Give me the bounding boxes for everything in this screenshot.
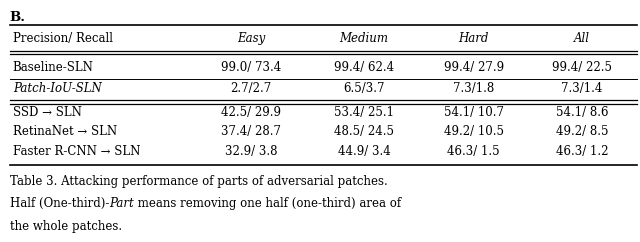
Text: 53.4/ 25.1: 53.4/ 25.1 <box>334 106 394 119</box>
Text: 7.3/1.8: 7.3/1.8 <box>453 82 494 95</box>
Text: 49.2/ 8.5: 49.2/ 8.5 <box>556 125 608 138</box>
Text: Precision/ Recall: Precision/ Recall <box>13 32 113 45</box>
Text: 7.3/1.4: 7.3/1.4 <box>561 82 603 95</box>
Text: B.: B. <box>10 11 26 24</box>
Text: Faster R-CNN → SLN: Faster R-CNN → SLN <box>13 145 140 158</box>
Text: 54.1/ 8.6: 54.1/ 8.6 <box>556 106 608 119</box>
Text: All: All <box>574 32 590 45</box>
Text: 99.4/ 22.5: 99.4/ 22.5 <box>552 61 612 74</box>
Text: Hard: Hard <box>458 32 489 45</box>
Text: 37.4/ 28.7: 37.4/ 28.7 <box>221 125 281 138</box>
Text: 49.2/ 10.5: 49.2/ 10.5 <box>444 125 504 138</box>
Text: 46.3/ 1.2: 46.3/ 1.2 <box>556 145 608 158</box>
Text: the whole patches.: the whole patches. <box>10 220 122 233</box>
Text: 32.9/ 3.8: 32.9/ 3.8 <box>225 145 277 158</box>
Text: 99.4/ 27.9: 99.4/ 27.9 <box>444 61 504 74</box>
Text: means removing one half (one-third) area of: means removing one half (one-third) area… <box>134 197 401 210</box>
Text: 48.5/ 24.5: 48.5/ 24.5 <box>334 125 394 138</box>
Text: 99.4/ 62.4: 99.4/ 62.4 <box>334 61 394 74</box>
Text: Half (One-third)-: Half (One-third)- <box>10 197 109 210</box>
Text: Medium: Medium <box>339 32 388 45</box>
Text: Table 3. Attacking performance of parts of adversarial patches.: Table 3. Attacking performance of parts … <box>10 175 387 188</box>
Text: Patch-IoU-SLN: Patch-IoU-SLN <box>13 82 102 95</box>
Text: Easy: Easy <box>237 32 265 45</box>
Text: 42.5/ 29.9: 42.5/ 29.9 <box>221 106 281 119</box>
Text: SSD → SLN: SSD → SLN <box>13 106 82 119</box>
Text: 44.9/ 3.4: 44.9/ 3.4 <box>337 145 390 158</box>
Text: 2.7/2.7: 2.7/2.7 <box>230 82 272 95</box>
Text: 6.5/3.7: 6.5/3.7 <box>343 82 385 95</box>
Text: 46.3/ 1.5: 46.3/ 1.5 <box>447 145 500 158</box>
Text: Baseline-SLN: Baseline-SLN <box>13 61 93 74</box>
Text: Part: Part <box>109 197 134 210</box>
Text: RetinaNet → SLN: RetinaNet → SLN <box>13 125 117 138</box>
Text: 99.0/ 73.4: 99.0/ 73.4 <box>221 61 281 74</box>
Text: 54.1/ 10.7: 54.1/ 10.7 <box>444 106 504 119</box>
